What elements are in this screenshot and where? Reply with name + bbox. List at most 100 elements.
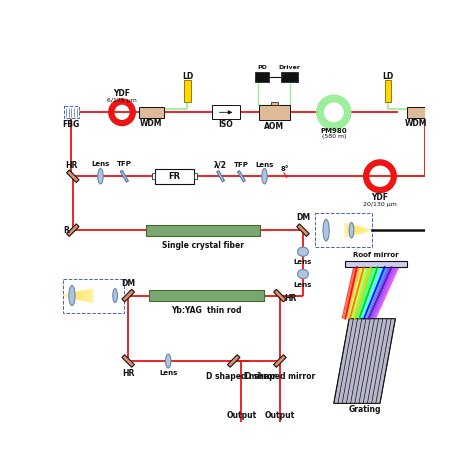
Polygon shape — [360, 267, 379, 319]
Polygon shape — [217, 171, 225, 182]
Polygon shape — [72, 292, 73, 299]
Polygon shape — [120, 170, 128, 182]
Bar — [346, 261, 407, 267]
Polygon shape — [356, 267, 373, 319]
Text: 20/130 μm: 20/130 μm — [363, 202, 397, 207]
Polygon shape — [81, 290, 83, 301]
Ellipse shape — [69, 285, 75, 306]
Polygon shape — [354, 267, 372, 319]
Text: Yb:YAG  thin rod: Yb:YAG thin rod — [172, 307, 242, 316]
Bar — [146, 225, 260, 236]
Polygon shape — [358, 267, 376, 319]
Ellipse shape — [165, 354, 171, 368]
Text: 8°: 8° — [281, 165, 290, 172]
Polygon shape — [66, 170, 79, 182]
Polygon shape — [363, 227, 364, 233]
Text: Driver: Driver — [278, 65, 300, 70]
Text: λ/2: λ/2 — [214, 161, 227, 170]
Polygon shape — [92, 288, 93, 303]
Polygon shape — [86, 289, 87, 302]
Text: YDF: YDF — [114, 89, 130, 98]
Ellipse shape — [98, 169, 103, 184]
Polygon shape — [364, 227, 365, 233]
Text: Roof mirror: Roof mirror — [353, 252, 399, 258]
Polygon shape — [273, 289, 286, 302]
Polygon shape — [353, 225, 354, 236]
Bar — [194, 173, 197, 179]
Text: HR: HR — [65, 161, 77, 170]
Text: PD: PD — [257, 65, 267, 70]
Polygon shape — [348, 223, 350, 237]
Bar — [271, 101, 278, 105]
Text: PM980: PM980 — [320, 128, 347, 134]
Polygon shape — [372, 267, 395, 319]
Polygon shape — [343, 267, 356, 319]
Polygon shape — [80, 291, 81, 301]
Bar — [315, 213, 372, 247]
Text: Grating: Grating — [348, 405, 381, 414]
Polygon shape — [361, 227, 363, 234]
Polygon shape — [352, 267, 368, 319]
Text: TFP: TFP — [117, 161, 132, 167]
Polygon shape — [350, 224, 351, 237]
Text: Lens: Lens — [294, 259, 312, 265]
Polygon shape — [353, 267, 370, 319]
Polygon shape — [297, 224, 309, 237]
Text: DM: DM — [121, 279, 135, 288]
Polygon shape — [365, 267, 385, 319]
Polygon shape — [67, 293, 69, 298]
Text: AOM: AOM — [264, 122, 284, 131]
Bar — [407, 107, 425, 118]
Polygon shape — [334, 319, 395, 403]
Text: 6/125 μm: 6/125 μm — [107, 98, 137, 102]
Bar — [184, 80, 191, 101]
Bar — [63, 279, 124, 312]
Polygon shape — [83, 290, 84, 301]
Bar — [155, 169, 194, 184]
Polygon shape — [344, 267, 358, 319]
Text: (580 m): (580 m) — [321, 135, 346, 139]
Polygon shape — [370, 267, 393, 319]
Polygon shape — [369, 267, 392, 319]
Text: HR: HR — [122, 369, 135, 378]
Polygon shape — [344, 222, 346, 238]
Text: D shaped mirror: D shaped mirror — [245, 372, 315, 381]
Polygon shape — [368, 228, 369, 232]
Polygon shape — [66, 294, 67, 297]
Bar — [149, 290, 264, 301]
Polygon shape — [349, 267, 365, 319]
Polygon shape — [73, 292, 75, 299]
Ellipse shape — [298, 247, 309, 256]
Polygon shape — [78, 291, 80, 300]
Polygon shape — [362, 267, 383, 319]
Polygon shape — [63, 294, 64, 297]
Text: Output: Output — [226, 411, 256, 420]
Polygon shape — [84, 290, 86, 301]
Bar — [152, 173, 155, 179]
Polygon shape — [364, 267, 384, 319]
Text: Lens: Lens — [91, 161, 109, 167]
Text: WDM: WDM — [405, 118, 428, 128]
Bar — [259, 105, 290, 120]
Polygon shape — [87, 289, 89, 302]
Ellipse shape — [262, 169, 267, 184]
Text: D shaped mirror: D shaped mirror — [206, 372, 276, 381]
Polygon shape — [351, 267, 367, 319]
Polygon shape — [69, 293, 71, 298]
Polygon shape — [66, 224, 79, 237]
Polygon shape — [348, 267, 364, 319]
Polygon shape — [122, 355, 135, 367]
Polygon shape — [361, 267, 381, 319]
Text: WDM: WDM — [140, 118, 163, 128]
Ellipse shape — [323, 219, 329, 241]
Text: YDF: YDF — [372, 193, 389, 202]
Polygon shape — [77, 292, 78, 300]
Text: TFP: TFP — [234, 163, 249, 168]
Polygon shape — [347, 223, 348, 237]
Polygon shape — [365, 228, 367, 233]
Bar — [139, 107, 164, 118]
Polygon shape — [346, 223, 347, 237]
Polygon shape — [71, 293, 72, 299]
Polygon shape — [273, 355, 286, 367]
Polygon shape — [369, 228, 371, 232]
